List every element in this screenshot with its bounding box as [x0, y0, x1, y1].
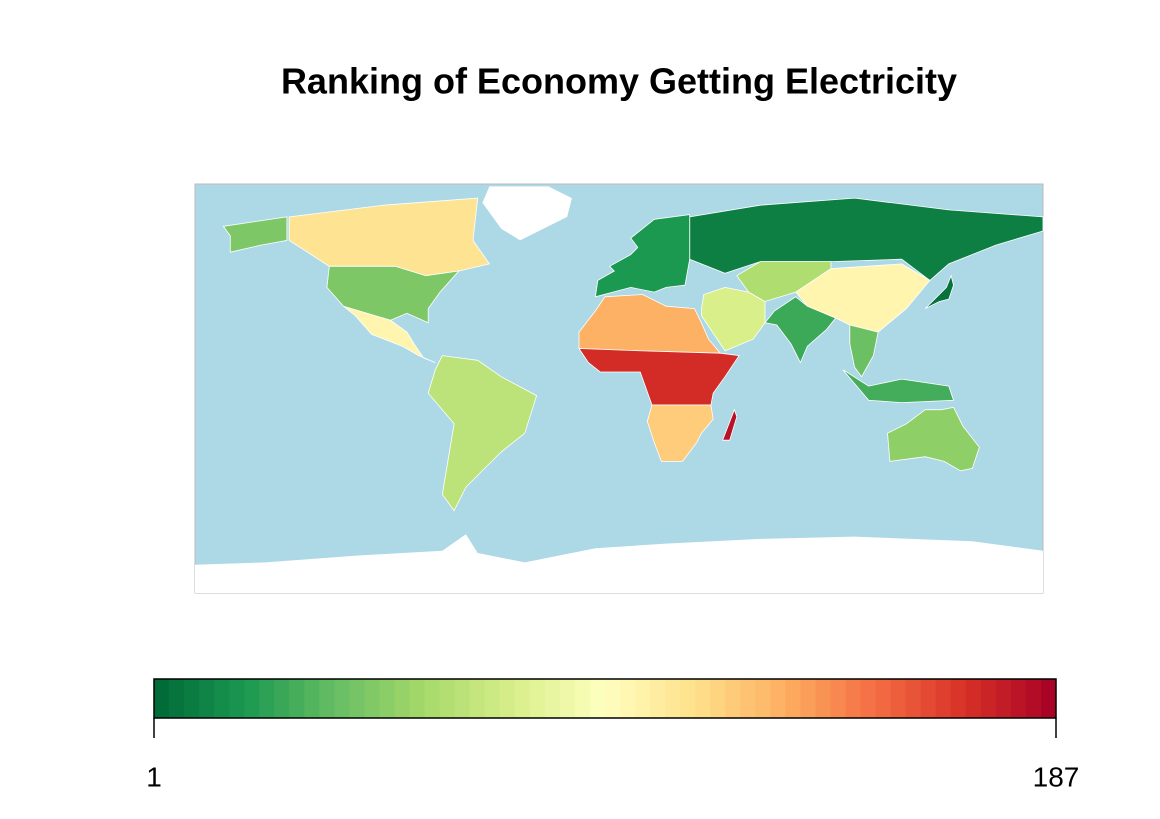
color-step	[710, 679, 726, 718]
color-step	[755, 679, 771, 718]
color-step	[890, 679, 907, 718]
color-step	[1040, 679, 1057, 718]
color-step	[244, 679, 260, 718]
region	[326, 265, 460, 324]
map-title: Ranking of Economy Getting Electricity	[281, 61, 957, 102]
color-step	[394, 679, 411, 718]
color-step	[304, 679, 320, 718]
antarctica	[195, 534, 1043, 593]
region	[795, 263, 931, 333]
color-step	[920, 679, 937, 718]
color-step	[860, 679, 877, 718]
region	[222, 216, 288, 253]
greenland	[482, 186, 572, 241]
color-step	[169, 679, 185, 718]
region	[646, 404, 714, 462]
color-step	[214, 679, 230, 718]
region	[594, 214, 691, 298]
color-step	[259, 679, 275, 718]
color-step	[695, 679, 711, 718]
color-step	[574, 679, 591, 718]
color-step	[544, 679, 561, 718]
color-step	[364, 679, 380, 718]
color-step	[620, 679, 636, 718]
region	[689, 197, 1044, 281]
color-bar-frame	[153, 678, 1057, 719]
color-step	[589, 679, 606, 718]
color-bar: 1 187	[146, 678, 1080, 792]
color-step	[379, 679, 396, 718]
color-step	[409, 679, 426, 718]
color-step	[499, 679, 516, 718]
color-step	[349, 679, 365, 718]
region	[887, 406, 980, 472]
region	[578, 348, 740, 406]
color-step	[469, 679, 486, 718]
color-step	[650, 679, 666, 718]
color-step	[680, 679, 696, 718]
region	[343, 305, 436, 363]
color-step	[514, 679, 531, 718]
color-step	[800, 679, 816, 718]
land-layer	[195, 186, 1044, 593]
region	[924, 274, 954, 309]
color-step	[995, 679, 1012, 718]
region	[722, 408, 738, 441]
color-step	[905, 679, 922, 718]
color-step	[484, 679, 501, 718]
color-step	[154, 679, 170, 718]
color-step	[950, 679, 967, 718]
color-step	[334, 679, 350, 718]
region	[701, 286, 766, 352]
region	[736, 261, 832, 302]
color-step	[229, 679, 245, 718]
region	[849, 324, 879, 378]
color-step	[815, 679, 831, 718]
color-step	[665, 679, 681, 718]
tick-label: 187	[1033, 761, 1080, 792]
color-step	[1010, 679, 1027, 718]
color-step	[875, 679, 892, 718]
region	[842, 369, 955, 404]
color-step	[274, 679, 290, 718]
color-step	[980, 679, 997, 718]
color-step	[605, 679, 621, 718]
color-step	[725, 679, 741, 718]
color-step	[439, 679, 456, 718]
color-step	[845, 679, 862, 718]
color-step	[1025, 679, 1042, 718]
color-step	[559, 679, 576, 718]
color-step	[935, 679, 952, 718]
color-step	[199, 679, 215, 718]
region	[427, 355, 538, 512]
region	[764, 296, 837, 364]
color-step	[740, 679, 756, 718]
color-step	[965, 679, 982, 718]
color-step	[770, 679, 786, 718]
color-step	[424, 679, 441, 718]
tick-label: 1	[146, 761, 162, 792]
color-step	[529, 679, 546, 718]
color-step	[289, 679, 305, 718]
color-step	[785, 679, 801, 718]
color-step	[635, 679, 651, 718]
color-step	[454, 679, 471, 718]
color-step	[184, 679, 200, 718]
color-step	[830, 679, 847, 718]
color-step	[319, 679, 335, 718]
